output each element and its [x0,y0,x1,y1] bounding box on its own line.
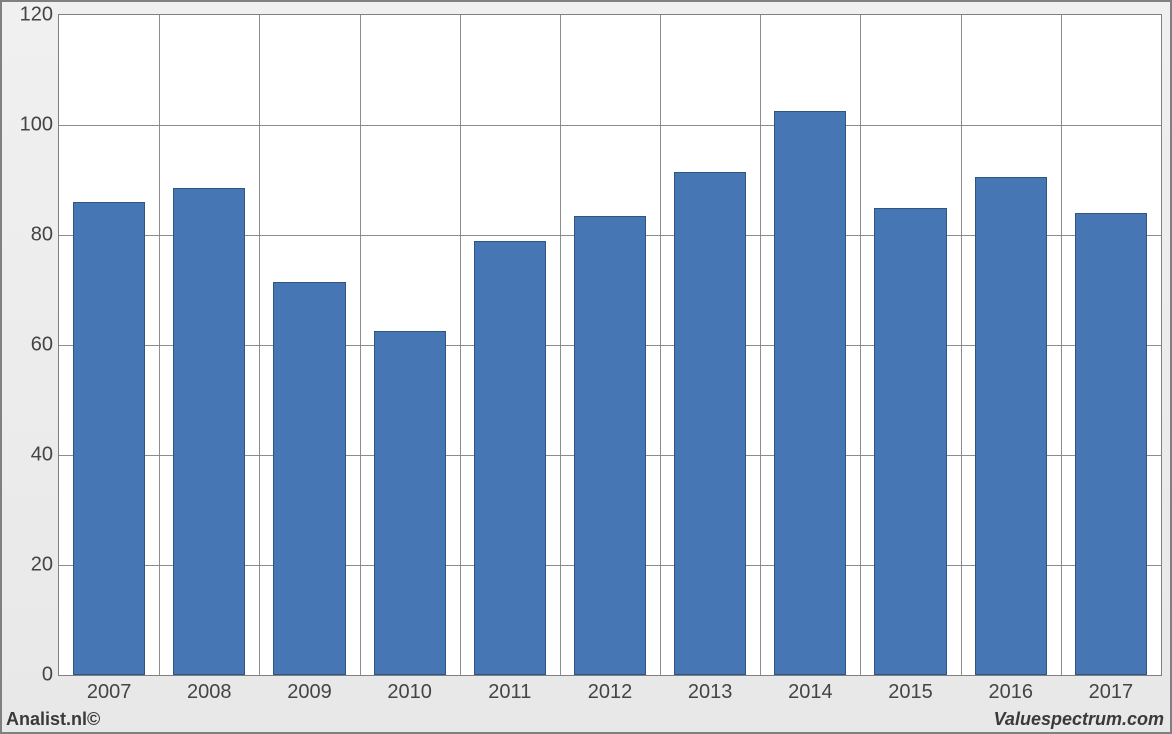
gridline-vertical [159,15,160,675]
bar [975,177,1047,675]
y-axis-label: 0 [42,664,53,687]
bar [474,241,546,676]
gridline-horizontal [59,125,1161,126]
x-axis-label: 2013 [688,681,733,704]
x-axis-label: 2015 [888,681,933,704]
bar [273,282,345,675]
bar [1075,213,1147,675]
gridline-vertical [360,15,361,675]
y-axis-label: 20 [31,554,53,577]
x-axis-label: 2010 [387,681,432,704]
bar [374,331,446,675]
y-axis-label: 120 [20,4,53,27]
footer-left-text: Analist.nl© [6,709,100,730]
gridline-vertical [860,15,861,675]
gridline-vertical [961,15,962,675]
bar [173,188,245,675]
x-axis-label: 2016 [988,681,1033,704]
bar [674,172,746,675]
x-axis-label: 2011 [488,681,531,704]
x-axis-label: 2017 [1089,681,1134,704]
gridline-vertical [560,15,561,675]
footer-right-text: Valuespectrum.com [994,709,1164,730]
y-axis-label: 80 [31,224,53,247]
y-axis-label: 60 [31,334,53,357]
x-axis-label: 2009 [287,681,332,704]
y-axis-label: 100 [20,114,53,137]
x-axis-label: 2012 [588,681,633,704]
x-axis-label: 2014 [788,681,833,704]
gridline-vertical [660,15,661,675]
bar [874,208,946,676]
chart-frame: 0 20 40 60 80 100 120 2007 2008 2009 2010 2011 2012 2… [0,0,1172,734]
y-axis-label: 40 [31,444,53,467]
gridline-vertical [760,15,761,675]
gridline-vertical [259,15,260,675]
gridline-vertical [1061,15,1062,675]
gridline-vertical [460,15,461,675]
x-axis-label: 2007 [87,681,132,704]
plot-area: 0204060801001202007200820092010201120122… [58,14,1162,676]
x-axis-label: 2008 [187,681,232,704]
bar [774,111,846,675]
bar [73,202,145,675]
bar [574,216,646,675]
